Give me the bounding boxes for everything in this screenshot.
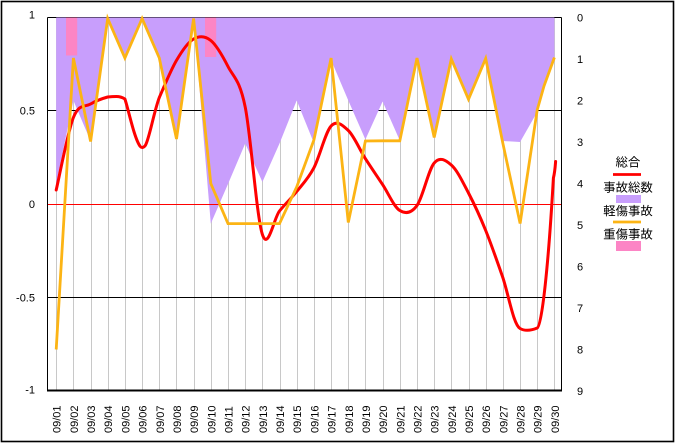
svg-text:09/16: 09/16	[309, 405, 321, 433]
svg-text:09/26: 09/26	[481, 405, 493, 433]
svg-text:6: 6	[577, 262, 583, 274]
svg-text:09/15: 09/15	[292, 405, 304, 433]
svg-text:09/09: 09/09	[189, 405, 201, 433]
svg-text:09/03: 09/03	[86, 405, 98, 433]
svg-text:09/07: 09/07	[155, 405, 167, 433]
svg-text:8: 8	[577, 345, 583, 357]
svg-text:0.5: 0.5	[20, 106, 35, 118]
svg-text:09/10: 09/10	[206, 405, 218, 433]
svg-text:5: 5	[577, 220, 583, 232]
svg-text:09/30: 09/30	[550, 405, 562, 433]
svg-text:1: 1	[577, 54, 583, 66]
svg-text:-0.5: -0.5	[16, 293, 35, 305]
svg-text:09/20: 09/20	[378, 405, 390, 433]
svg-text:09/06: 09/06	[138, 405, 150, 433]
svg-text:-1: -1	[25, 385, 35, 397]
svg-text:1: 1	[29, 10, 35, 22]
svg-text:09/25: 09/25	[464, 405, 476, 433]
svg-text:09/28: 09/28	[516, 405, 528, 433]
svg-text:09/22: 09/22	[413, 405, 425, 433]
svg-text:09/08: 09/08	[172, 405, 184, 433]
svg-text:09/18: 09/18	[344, 405, 356, 433]
svg-text:09/24: 09/24	[447, 405, 459, 433]
svg-text:09/23: 09/23	[430, 405, 442, 433]
svg-text:3: 3	[577, 137, 583, 149]
svg-text:09/19: 09/19	[361, 405, 373, 433]
svg-text:09/27: 09/27	[498, 405, 510, 433]
svg-text:09/12: 09/12	[241, 405, 253, 433]
svg-text:0: 0	[29, 199, 35, 211]
svg-text:09/17: 09/17	[327, 405, 339, 433]
svg-text:9: 9	[577, 386, 583, 398]
svg-text:09/21: 09/21	[395, 405, 407, 433]
svg-text:09/05: 09/05	[120, 405, 132, 433]
svg-text:2: 2	[577, 96, 583, 108]
svg-text:09/01: 09/01	[52, 405, 64, 433]
svg-text:0: 0	[577, 13, 583, 25]
svg-text:09/13: 09/13	[258, 405, 270, 433]
svg-text:09/02: 09/02	[69, 405, 81, 433]
svg-text:4: 4	[577, 179, 583, 191]
svg-text:09/14: 09/14	[275, 405, 287, 433]
svg-text:09/04: 09/04	[103, 405, 115, 433]
svg-text:09/11: 09/11	[224, 406, 236, 433]
svg-text:7: 7	[577, 303, 583, 315]
svg-text:09/29: 09/29	[533, 405, 545, 433]
